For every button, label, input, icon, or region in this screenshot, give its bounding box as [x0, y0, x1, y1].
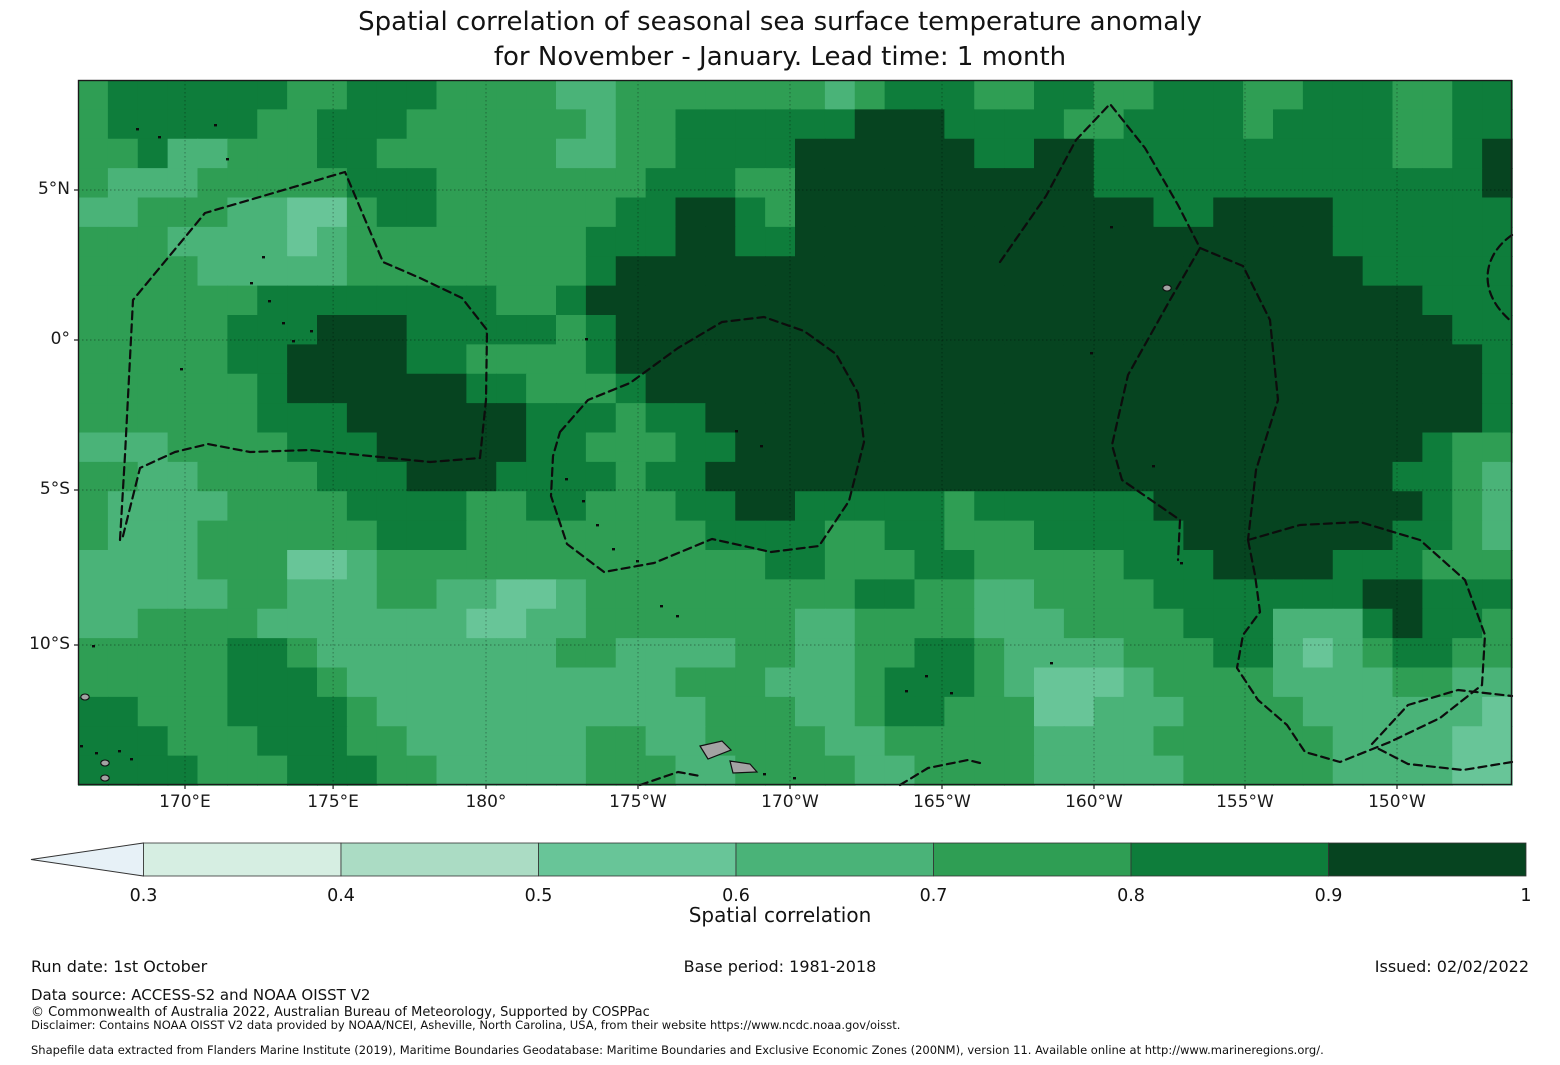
svg-text:0.7: 0.7 — [920, 886, 948, 906]
y-tick-label: 5°N — [37, 178, 70, 199]
shapefile-credit-text: Shapefile data extracted from Flanders M… — [31, 1043, 1324, 1057]
colorbar-scale: 0.3 0.4 0.5 0.6 0.7 0.8 0.9 1 — [30, 842, 1532, 906]
run-date-text: Run date: 1st October — [31, 957, 208, 976]
base-period-text: Base period: 1981-2018 — [683, 957, 877, 976]
x-tick-label: 180° — [465, 792, 507, 812]
svg-text:0.3: 0.3 — [130, 886, 158, 906]
issued-date-text: Issued: 02/02/2022 — [1374, 957, 1529, 976]
svg-text:0.6: 0.6 — [722, 886, 750, 906]
chart-title-line2: for November - January. Lead time: 1 mon… — [493, 42, 1067, 72]
svg-text:1: 1 — [1520, 886, 1531, 906]
x-tick-label: 160°W — [1065, 792, 1123, 812]
x-tick-label: 170°W — [761, 792, 819, 812]
chart-title: Spatial correlation of seasonal sea surf… — [0, 5, 1560, 75]
svg-text:0.9: 0.9 — [1315, 886, 1343, 906]
disclaimer-text: Disclaimer: Contains NOAA OISST V2 data … — [31, 1018, 901, 1032]
x-tick-label: 175°W — [609, 792, 667, 812]
y-tick-label: 0° — [50, 329, 70, 349]
x-tick-label: 155°W — [1216, 792, 1274, 812]
x-tick-label: 175°E — [307, 792, 359, 812]
x-tick-label: 150°W — [1368, 792, 1426, 812]
y-tick-label: 10°S — [29, 633, 70, 654]
colorbar: 0.3 0.4 0.5 0.6 0.7 0.8 0.9 1 — [27, 842, 1532, 943]
x-tick-label: 165°W — [913, 792, 971, 812]
y-tick-label: 5°S — [39, 479, 70, 500]
map-plot-area — [74, 79, 1514, 789]
svg-text:0.4: 0.4 — [327, 886, 355, 906]
svg-text:0.8: 0.8 — [1117, 886, 1145, 906]
colorbar-label: Spatial correlation — [688, 903, 872, 927]
correlation-map — [74, 79, 1514, 789]
data-source-text: Data source: ACCESS-S2 and NOAA OISST V2 — [31, 986, 371, 1004]
svg-text:0.5: 0.5 — [525, 886, 553, 906]
chart-title-line1: Spatial correlation of seasonal sea surf… — [358, 7, 1202, 37]
copyright-text: © Commonwealth of Australia 2022, Austra… — [31, 1005, 650, 1020]
x-tick-label: 170°E — [159, 792, 211, 812]
